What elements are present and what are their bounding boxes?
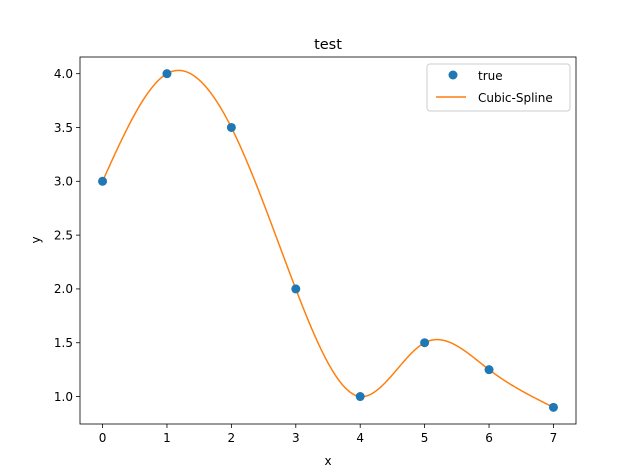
plot-area [98, 69, 558, 412]
data-point [484, 365, 494, 375]
y-tick-label: 4.0 [54, 67, 73, 81]
data-point [291, 284, 301, 294]
data-point [355, 392, 365, 402]
y-axis-label: y [29, 236, 43, 243]
legend-label-spline: Cubic-Spline [478, 91, 553, 105]
spline-line [101, 69, 554, 408]
y-axis-ticks: 1.0 1.5 2.0 2.5 3.0 3.5 4.0 [54, 67, 80, 404]
x-tick-label: 0 [99, 431, 107, 445]
data-point [162, 69, 172, 79]
legend-label-true: true [478, 69, 503, 83]
x-tick-label: 3 [292, 431, 300, 445]
x-tick-label: 1 [163, 431, 171, 445]
x-tick-label: 6 [485, 431, 493, 445]
x-axis-ticks: 0 1 2 3 4 5 6 7 [99, 424, 558, 445]
y-tick-label: 1.0 [54, 390, 73, 404]
x-tick-label: 4 [356, 431, 364, 445]
y-tick-label: 3.0 [54, 175, 73, 189]
axes-frame [79, 56, 577, 425]
legend: true Cubic-Spline [426, 63, 571, 112]
x-tick-label: 7 [550, 431, 558, 445]
y-tick-label: 2.5 [54, 228, 73, 242]
y-tick-label: 1.5 [54, 336, 73, 350]
data-point [548, 402, 558, 412]
x-tick-label: 2 [228, 431, 236, 445]
y-tick-label: 3.5 [54, 121, 73, 135]
y-tick-label: 2.0 [54, 282, 73, 296]
x-axis-label: x [324, 454, 331, 468]
legend-box [426, 63, 571, 112]
legend-marker-true [448, 70, 458, 80]
chart-title: test [314, 37, 342, 53]
data-point [420, 338, 430, 348]
data-point [98, 176, 108, 186]
data-point [226, 122, 236, 132]
x-tick-label: 5 [421, 431, 429, 445]
